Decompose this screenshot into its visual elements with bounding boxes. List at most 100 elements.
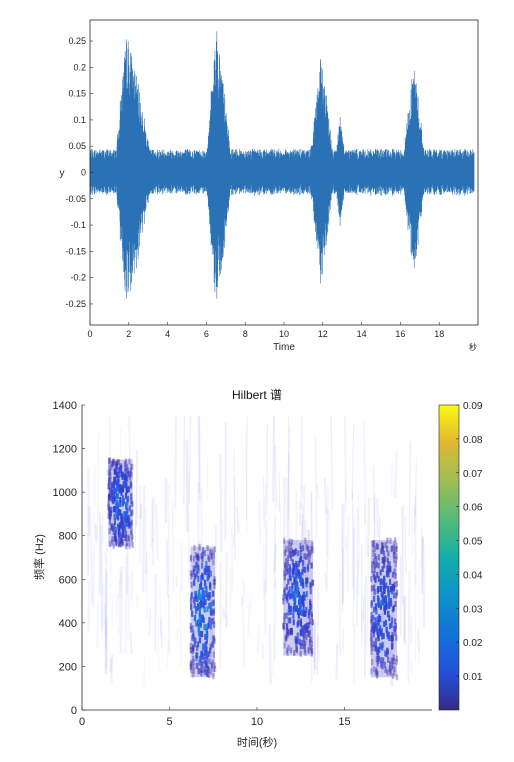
blob-cell <box>122 480 125 487</box>
background-streak <box>414 458 417 517</box>
background-streak <box>148 608 152 635</box>
blob-cell <box>130 493 133 500</box>
blob-cell <box>119 464 122 471</box>
blob-cell <box>122 532 125 539</box>
background-streak <box>274 445 278 509</box>
blob-cell <box>285 635 288 642</box>
blob-cell <box>192 565 195 572</box>
blob-cell <box>388 615 391 622</box>
blob-cell <box>294 638 297 645</box>
hilbert-x-tick-label: 5 <box>166 716 172 728</box>
blob-cell <box>207 573 210 580</box>
background-streak <box>159 585 162 637</box>
blob-cell <box>374 562 377 569</box>
blob-cell <box>192 555 196 562</box>
blob-cell <box>391 673 395 680</box>
blob-cell <box>123 473 126 480</box>
blob-cell <box>208 548 212 555</box>
blob-cell <box>286 597 289 604</box>
blob-cell <box>195 571 198 578</box>
blob-cell <box>381 633 384 640</box>
blob-cell <box>377 628 380 635</box>
blob-cell <box>305 581 308 588</box>
colorbar-tick-label: 0.05 <box>463 537 483 548</box>
blob-cell <box>388 602 391 609</box>
blob-cell <box>211 659 214 666</box>
blob-cell <box>299 629 303 636</box>
blob-cell <box>204 646 207 653</box>
blob-cell <box>190 591 194 598</box>
blob-cell <box>386 557 389 564</box>
background-streak <box>279 493 282 538</box>
background-streak <box>363 504 367 558</box>
blob-cell <box>117 524 121 531</box>
background-streak <box>420 536 424 594</box>
blob-cell <box>197 667 200 674</box>
blob-cell <box>126 516 130 523</box>
background-streak <box>236 506 240 533</box>
blob-cell <box>107 457 111 464</box>
blob-cell <box>307 612 310 619</box>
blob-cell <box>377 575 380 582</box>
blob-cell <box>195 554 199 561</box>
background-streak <box>414 574 417 662</box>
background-streak <box>343 415 347 500</box>
blob-cell <box>121 539 124 546</box>
colorbar-tick-label: 0.03 <box>463 604 483 615</box>
blob-cell <box>296 632 299 639</box>
background-streak <box>154 503 159 560</box>
blob-cell <box>370 611 373 618</box>
blob-cell <box>375 561 378 568</box>
blob-cell <box>394 572 397 579</box>
blob-cell <box>107 507 111 514</box>
blob-cell <box>287 546 290 553</box>
blob-cell <box>125 486 128 493</box>
blob-cell <box>287 568 290 575</box>
background-streak <box>105 616 109 670</box>
background-streak <box>258 500 262 545</box>
blob-cell <box>374 622 378 629</box>
blob-cell <box>205 591 208 598</box>
blob-cell <box>125 543 128 550</box>
background-streak <box>421 538 426 629</box>
blob-cell <box>383 578 386 585</box>
blob-cell <box>393 549 396 556</box>
background-streak <box>145 507 148 622</box>
blob-cell <box>112 458 115 465</box>
blob-cell <box>118 541 121 548</box>
blob-cell <box>198 611 201 618</box>
blob-cell <box>375 667 378 674</box>
blob-cell <box>189 642 192 649</box>
blob-cell <box>110 460 113 467</box>
blob-cell <box>206 651 209 658</box>
background-streak <box>141 486 146 592</box>
blob-cell <box>213 621 216 628</box>
blob-cell <box>124 468 127 475</box>
blob-cell <box>382 657 385 664</box>
blob-cell <box>108 518 112 525</box>
blob-cell <box>381 599 385 606</box>
blob-cell <box>205 631 209 638</box>
blob-cell <box>197 567 200 574</box>
hilbert-x-tick-label: 0 <box>79 716 85 728</box>
background-streak <box>159 618 163 649</box>
blob-cell <box>131 542 134 549</box>
blob-cell <box>127 534 130 541</box>
waveform-y-axis: 0.25 0.2 0.15 0.1 0.05 0 -0.05 -0.1 -0.15 -0.2 -0.… <box>65 36 93 309</box>
waveform-y-tick-label: 0.05 <box>68 141 86 151</box>
waveform-x-tick-label: 12 <box>318 329 328 339</box>
blob-cell <box>375 608 378 615</box>
blob-cell <box>194 565 197 572</box>
blob-cell <box>393 669 396 676</box>
blob-cell <box>198 637 201 644</box>
waveform-y-tick-label: -0.15 <box>65 246 86 256</box>
blob-cell <box>307 609 311 616</box>
blob-cell <box>385 545 389 552</box>
blob-cell <box>201 600 204 607</box>
hilbert-energy-blobs <box>107 457 399 681</box>
blob-cell <box>285 584 288 591</box>
blob-cell <box>302 582 305 589</box>
background-streak <box>264 520 268 594</box>
blob-cell <box>290 628 293 635</box>
blob-cell <box>390 622 393 629</box>
